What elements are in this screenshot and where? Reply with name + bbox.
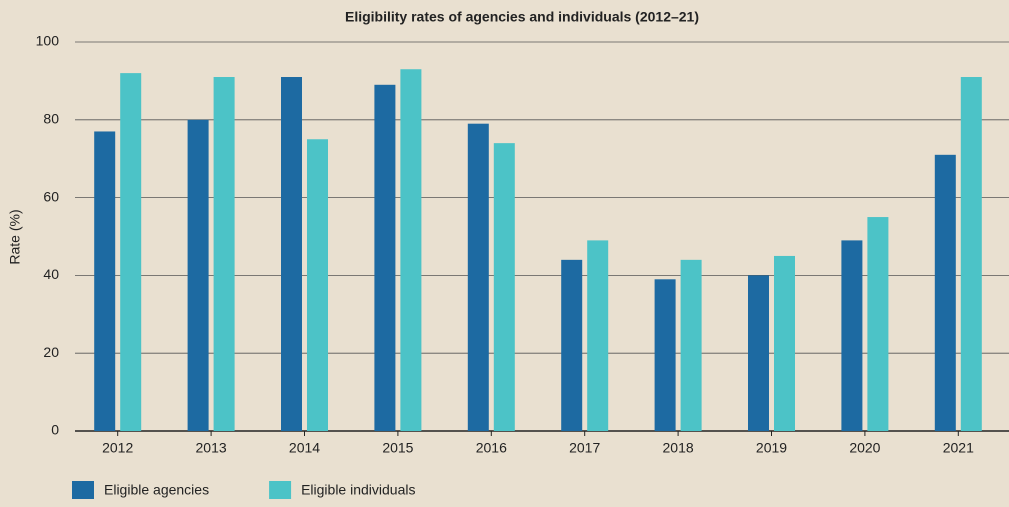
legend-swatch bbox=[269, 481, 292, 499]
bar bbox=[374, 84, 396, 431]
bar bbox=[960, 77, 982, 431]
bar bbox=[307, 139, 328, 431]
bar bbox=[654, 279, 676, 431]
x-tick-label: 2019 bbox=[756, 440, 787, 456]
y-axis-label: Rate (%) bbox=[7, 209, 23, 264]
x-tick-label: 2018 bbox=[663, 440, 694, 456]
bar bbox=[748, 275, 769, 431]
bar bbox=[841, 240, 863, 431]
bar bbox=[561, 259, 583, 431]
y-tick-label: 80 bbox=[43, 111, 59, 127]
x-tick-label: 2014 bbox=[289, 440, 320, 456]
bar bbox=[493, 143, 515, 431]
x-tick-label: 2013 bbox=[196, 440, 227, 456]
bar bbox=[120, 73, 142, 432]
legend-swatch bbox=[72, 481, 94, 499]
bar bbox=[187, 119, 209, 432]
y-tick-label: 100 bbox=[36, 33, 60, 49]
bar bbox=[867, 217, 889, 431]
y-tick-label: 40 bbox=[43, 266, 59, 282]
bar bbox=[400, 69, 422, 431]
y-tick-label: 20 bbox=[43, 344, 59, 360]
bar bbox=[774, 255, 795, 431]
bar bbox=[680, 259, 702, 431]
y-tick-label: 0 bbox=[51, 422, 59, 438]
x-tick-label: 2016 bbox=[476, 440, 507, 456]
x-tick-label: 2012 bbox=[102, 440, 133, 456]
y-tick-label: 60 bbox=[43, 188, 59, 204]
x-tick-label: 2017 bbox=[569, 440, 600, 456]
bar bbox=[281, 77, 302, 431]
x-tick-label: 2015 bbox=[382, 440, 413, 456]
x-tick-label: 2020 bbox=[849, 440, 880, 456]
legend-label: Eligible agencies bbox=[104, 482, 209, 498]
x-tick-label: 2021 bbox=[943, 440, 974, 456]
bar bbox=[213, 77, 235, 431]
bar bbox=[934, 154, 956, 431]
bar bbox=[587, 240, 609, 431]
chart-title: Eligibility rates of agencies and indivi… bbox=[345, 9, 699, 25]
bar bbox=[467, 123, 489, 431]
legend-label: Eligible individuals bbox=[301, 482, 415, 498]
bar bbox=[94, 131, 116, 431]
